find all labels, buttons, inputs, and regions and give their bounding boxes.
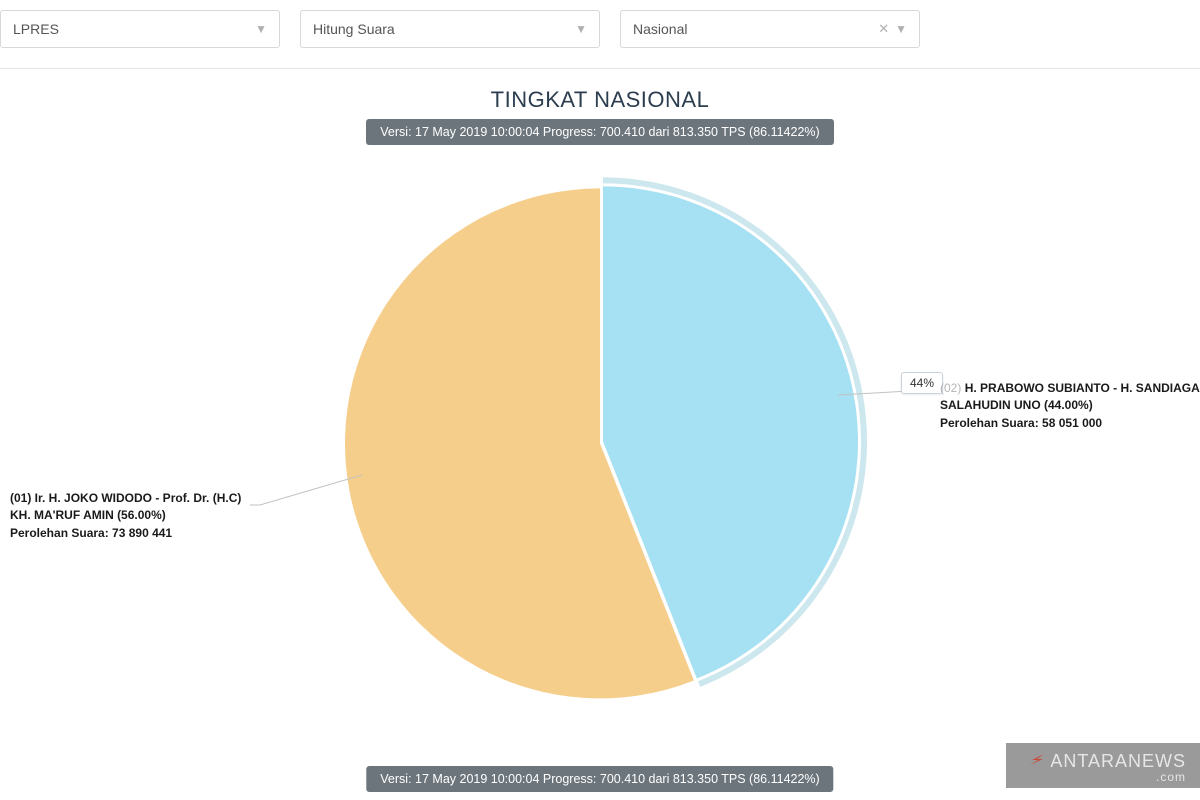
slice-label-02: (02) H. PRABOWO SUBIANTO - H. SANDIAGA S… [940, 380, 1200, 432]
version-badge-bottom: Versi: 17 May 2019 10:00:04 Progress: 70… [366, 766, 833, 792]
pie-chart [330, 173, 870, 718]
slice-label-01: (01) Ir. H. JOKO WIDODO - Prof. Dr. (H.C… [10, 490, 260, 542]
chevron-down-icon: ▼ [895, 22, 907, 36]
dropdown-count-type[interactable]: Hitung Suara ▼ [300, 10, 600, 48]
dropdown-region[interactable]: Nasional ✕ ▼ [620, 10, 920, 48]
clear-icon[interactable]: ✕ [878, 21, 889, 37]
dropdown-label: LPRES [13, 21, 59, 37]
dropdown-label: Nasional [633, 21, 687, 37]
arrow-icon [1028, 752, 1046, 766]
slice-tooltip: 44% [901, 372, 943, 394]
page-title: TINGKAT NASIONAL [0, 87, 1200, 113]
chart-area: (01) Ir. H. JOKO WIDODO - Prof. Dr. (H.C… [0, 155, 1200, 715]
watermark: ANTARANEWS .com [1006, 743, 1200, 788]
dropdown-label: Hitung Suara [313, 21, 395, 37]
filter-bar: LPRES ▼ Hitung Suara ▼ Nasional ✕ ▼ [0, 0, 1200, 69]
version-badge-top: Versi: 17 May 2019 10:00:04 Progress: 70… [366, 119, 833, 145]
chevron-down-icon: ▼ [575, 22, 587, 36]
dropdown-election-type[interactable]: LPRES ▼ [0, 10, 280, 48]
chevron-down-icon: ▼ [255, 22, 267, 36]
